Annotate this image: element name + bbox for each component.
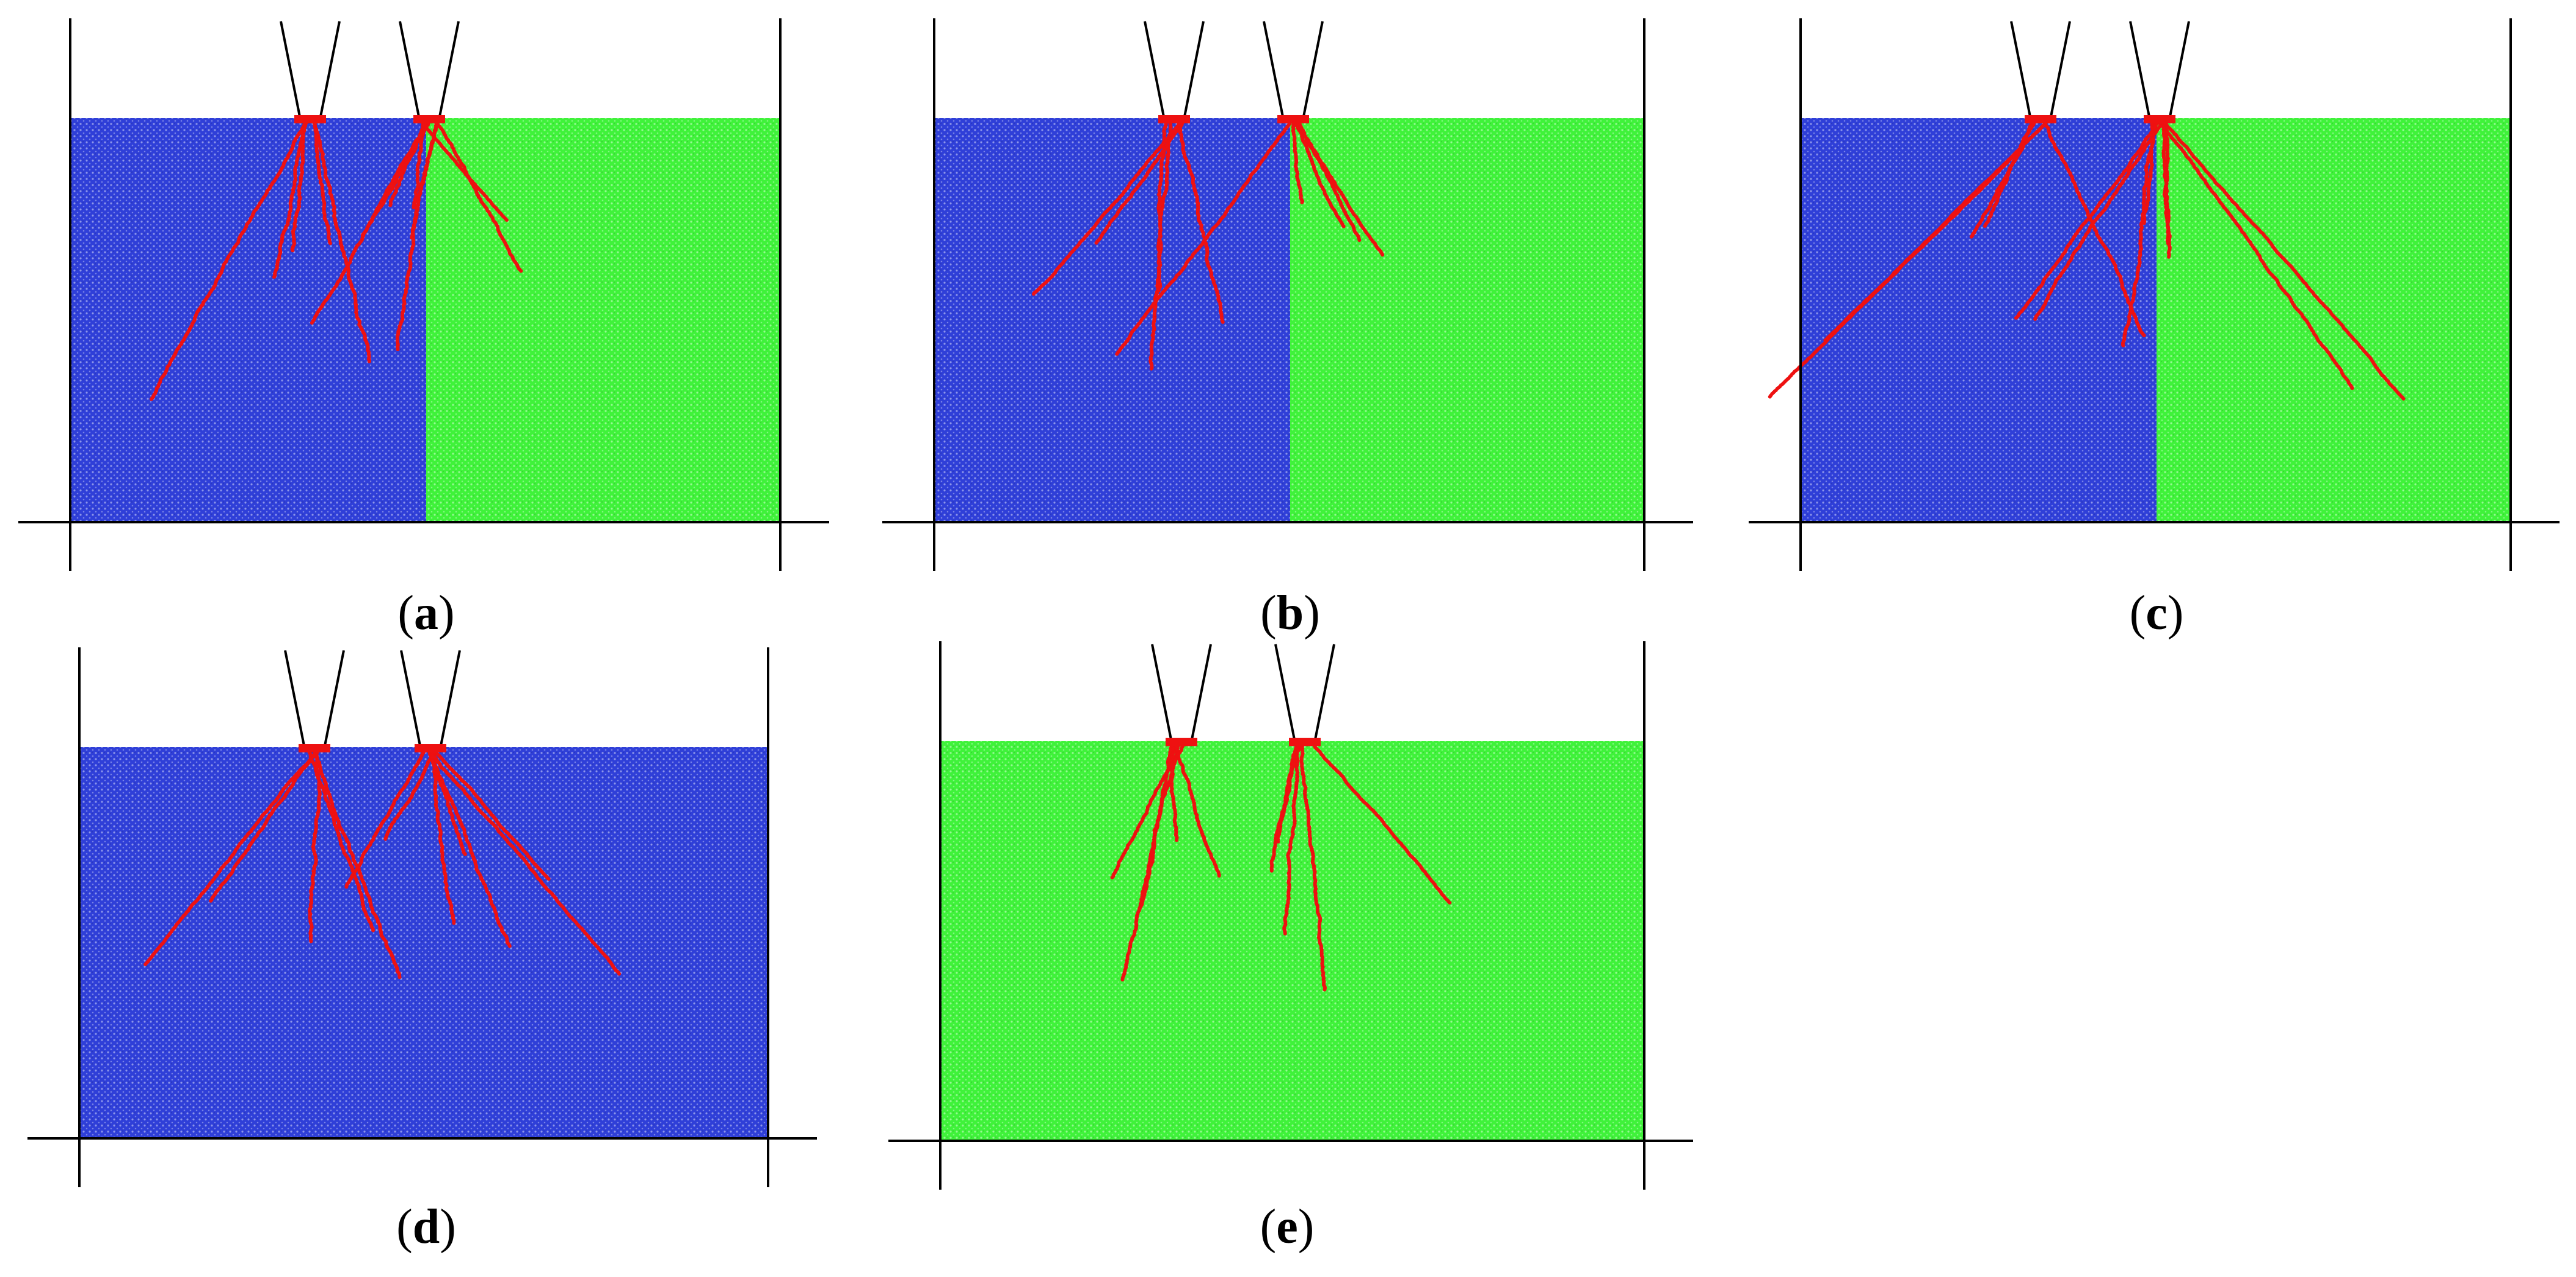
fracture-point: [367, 359, 371, 363]
panel-b-texture: [934, 118, 1644, 522]
fracture-point: [504, 218, 509, 222]
nozzle-2: [2129, 21, 2190, 121]
nozzle-tip: [1277, 115, 1309, 123]
panel-d-texture: [79, 747, 768, 1138]
fracture-point: [310, 321, 314, 325]
fracture-point: [1221, 320, 1225, 324]
panel-b-fracture: [1031, 121, 1385, 371]
panel-a-frame: [18, 18, 829, 571]
panel-a-caption: (a): [397, 586, 454, 640]
fracture-point: [2401, 396, 2406, 401]
fracture-point: [1031, 292, 1036, 296]
fracture-point: [150, 397, 154, 401]
nozzle-2: [399, 21, 460, 121]
panel-a: (a): [18, 18, 829, 640]
nozzle-tip: [2144, 115, 2175, 123]
fracture-point: [410, 236, 414, 239]
fracture-point: [1381, 253, 1385, 257]
fracture-point: [2142, 333, 2146, 338]
fracture-point: [388, 203, 393, 208]
fracture-point: [396, 347, 400, 352]
nozzle-2: [1263, 21, 1324, 121]
fracture-point: [1823, 338, 1827, 343]
panel-a-nozzles: [280, 21, 460, 123]
panel-b-caption: (b): [1260, 586, 1320, 640]
fracture-point: [2014, 316, 2018, 320]
panel-b: (b): [882, 18, 1693, 640]
fracture-point: [2350, 386, 2354, 390]
panel-a-texture: [70, 118, 780, 522]
nozzle-1: [2010, 21, 2071, 121]
panel-c: (c): [1749, 18, 2560, 640]
nozzle-tip: [1158, 115, 1190, 123]
fracture-point: [291, 249, 295, 253]
fracture-point: [1115, 352, 1119, 356]
fracture-point: [1357, 238, 1362, 242]
fracture-point: [2033, 317, 2037, 321]
panel-c-caption: (c): [2130, 586, 2184, 640]
nozzle-tip: [413, 115, 445, 123]
fracture-point: [1768, 395, 1772, 399]
fracture-point: [1300, 200, 1304, 205]
fracture-point: [1983, 224, 1987, 228]
panel-c-texture: [1801, 118, 2511, 522]
nozzle-tip: [2025, 115, 2056, 123]
fracture-point: [272, 275, 276, 279]
fracture-point: [1341, 224, 1346, 228]
panel-a-fracture: [150, 121, 523, 401]
panel-c-nozzles: [2010, 21, 2190, 123]
fracture-point: [2167, 255, 2171, 259]
fracture-point: [519, 269, 523, 273]
fracture-point: [328, 241, 332, 246]
panel-b-nozzles: [1144, 21, 1324, 123]
fracture-point: [412, 205, 416, 209]
fracture-point: [2142, 221, 2146, 225]
fracture-point: [2121, 343, 2125, 347]
nozzle-1: [1144, 21, 1205, 121]
nozzle-tip: [294, 115, 326, 123]
fracture-point: [1969, 235, 1973, 239]
fracture-point: [1149, 366, 1153, 371]
panel-d: (d): [27, 647, 817, 1254]
nozzle-1: [280, 21, 341, 121]
fracture-point: [1094, 241, 1098, 245]
